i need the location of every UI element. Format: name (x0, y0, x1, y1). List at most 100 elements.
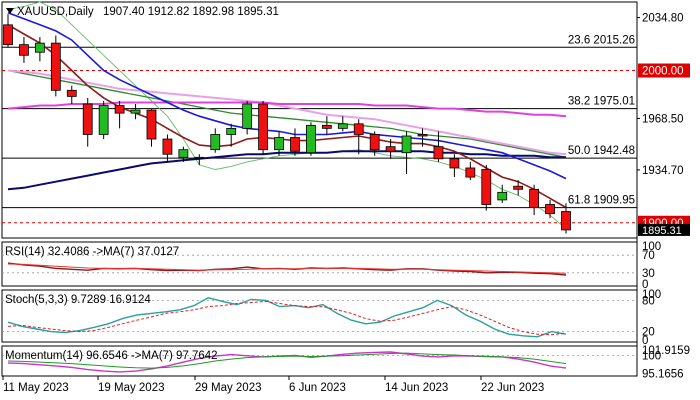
x-tick-label: 14 Jun 2023 (385, 382, 448, 394)
candle (513, 180, 524, 196)
momentum-panel: Momentum(14) 96.6546 ->MA(7) 97.7642 101.… (2, 345, 690, 381)
fibo-level-label: 50.0 1942.48 (568, 145, 635, 157)
candle-body (465, 167, 476, 178)
candle (146, 108, 157, 147)
candle-body (561, 211, 571, 231)
candle-body (82, 103, 93, 135)
chart-frame (1, 1, 638, 377)
moving-average-ma-200 (7, 150, 566, 191)
main-panel-border (1, 1, 638, 239)
candle (82, 97, 93, 147)
fibo-level-label: 61.8 1909.95 (568, 195, 635, 207)
candle (449, 154, 460, 178)
candle (162, 134, 173, 162)
candle (369, 131, 380, 156)
candle-body (242, 103, 253, 129)
candle-body (194, 156, 205, 159)
candle (481, 164, 492, 211)
candle (274, 131, 284, 156)
candle-body (321, 124, 332, 129)
fibo-level-label: 23.6 2015.26 (568, 34, 635, 46)
candle (353, 119, 364, 155)
candle-body (162, 138, 173, 155)
candle (34, 37, 45, 62)
candle-body (34, 42, 45, 53)
candle (50, 35, 61, 97)
indicator-tick-label: 30 (642, 268, 655, 280)
x-tick-label: 29 May 2023 (195, 382, 262, 394)
candle (194, 154, 205, 165)
candle (497, 184, 508, 203)
candle (3, 14, 13, 48)
indicator-label: Stoch(5,3,3) 9.7289 16.9124 (5, 294, 151, 306)
candle (465, 161, 476, 181)
candle (337, 116, 348, 132)
indicator-label: Momentum(14) 96.6546 ->MA(7) 97.7642 (5, 350, 218, 362)
indicator-series-2 (7, 300, 567, 336)
candle-body (19, 44, 29, 56)
indicator-tick-label: 20 (642, 327, 655, 339)
candle (114, 100, 125, 129)
candle (321, 116, 332, 135)
candle (290, 128, 300, 156)
last-price-tag-text: 1895.31 (642, 225, 682, 237)
mom-panel-border (1, 345, 638, 377)
moving-average-ma-green (7, 69, 567, 158)
candle-body (130, 109, 141, 114)
candle (385, 139, 396, 159)
indicator-series-2 (7, 263, 567, 274)
price-tick-label: 1968.50 (642, 113, 684, 125)
candle (19, 37, 29, 63)
symbol-label: XAUUSD,Daily (17, 6, 94, 18)
candle-body (274, 137, 284, 151)
candle (210, 128, 221, 153)
price-panel: 23.6 2015.26 38.2 1975.01 50.0 1942.48 61.8… (2, 1, 690, 237)
stoch-panel-border (1, 289, 638, 343)
red-level-tag-text: 2000.00 (642, 66, 684, 78)
indicator-tick-label: 100 (642, 241, 661, 253)
x-tick-label: 19 May 2023 (98, 382, 165, 394)
candle-body (66, 89, 77, 97)
candle (433, 131, 444, 162)
candle-body (258, 103, 268, 151)
indicator-tick-label: 80 (642, 295, 655, 307)
candle-body (226, 127, 237, 135)
moving-average-ma-mid (7, 11, 567, 180)
candle-body (369, 134, 380, 151)
indicator-tick-label: 95.1656 (642, 369, 684, 381)
candle-body (529, 188, 540, 208)
moving-average-ma-fast (7, 24, 567, 209)
price-tick-label: 2034.80 (642, 13, 684, 25)
indicator-tick-label: 100 (642, 289, 661, 301)
last-price-tag (638, 223, 690, 236)
candle-body (449, 158, 460, 169)
candle-body (481, 169, 492, 205)
candle-body (433, 146, 444, 160)
ohlc-readout: 1907.40 1912.82 1892.98 1895.31 (103, 6, 279, 18)
indicator-series-1 (7, 297, 567, 338)
candle (258, 100, 268, 155)
indicator-tick-label: 101.9159 (642, 345, 690, 357)
candle-body (3, 24, 13, 46)
triangle-down-icon (6, 8, 14, 14)
candle-body (401, 135, 412, 154)
candle (306, 122, 316, 156)
x-tick-label: 22 Jun 2023 (481, 382, 544, 394)
candle-body (290, 137, 300, 152)
candle (545, 199, 555, 219)
x-axis: 11 May 2023 19 May 2023 29 May 2023 6 Jun 2… (2, 376, 544, 394)
candle-body (178, 149, 189, 158)
candle-body (545, 204, 555, 215)
candle-body (306, 124, 316, 154)
candle (178, 146, 189, 162)
candle (130, 104, 141, 120)
price-tick-label: 1934.70 (642, 165, 684, 177)
indicator-series-2 (7, 352, 567, 369)
fibo-level-label: 38.2 1975.01 (568, 96, 635, 108)
candle-body (337, 123, 348, 129)
candle-body (353, 123, 364, 135)
candle (242, 100, 253, 135)
